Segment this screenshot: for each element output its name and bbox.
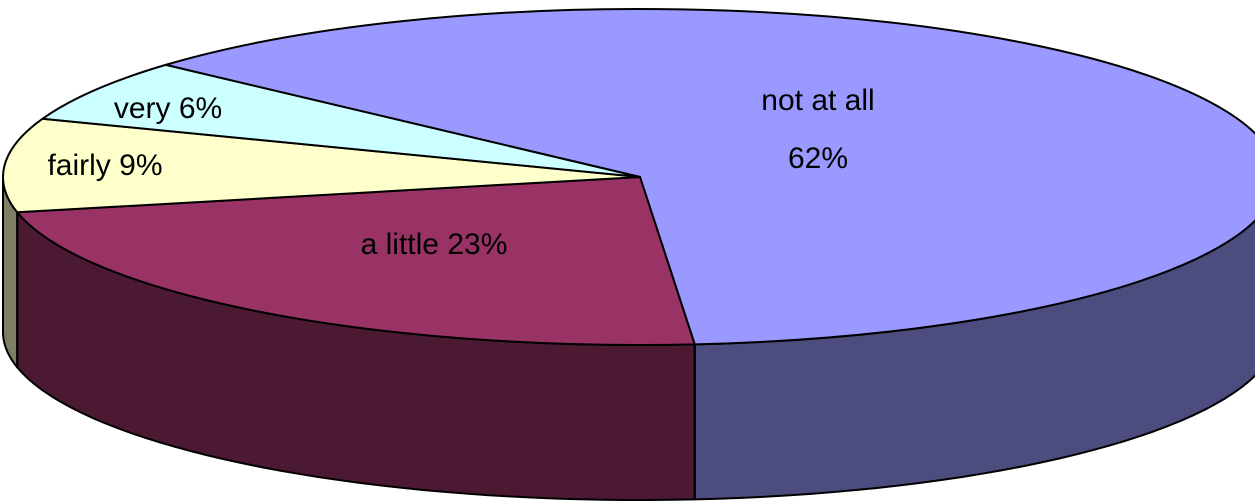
pie-labels: not at all 62% a little 23% fairly 9% ve…: [47, 84, 874, 261]
slice-label-fairly: fairly 9%: [47, 149, 162, 182]
pie-sides: [2, 176, 1255, 501]
slice-label-very: very 6%: [114, 92, 222, 125]
slice-label-a-little: a little 23%: [361, 228, 508, 261]
slice-a-little: [16, 176, 696, 346]
slice-label-not-at-all: not at all: [761, 84, 874, 117]
pie-slices: [2, 8, 1255, 346]
slice-value-not-at-all: 62%: [788, 142, 848, 175]
slice-not-at-all: [164, 8, 1255, 346]
slice-fairly: [2, 117, 641, 214]
slice-very: [41, 63, 641, 178]
